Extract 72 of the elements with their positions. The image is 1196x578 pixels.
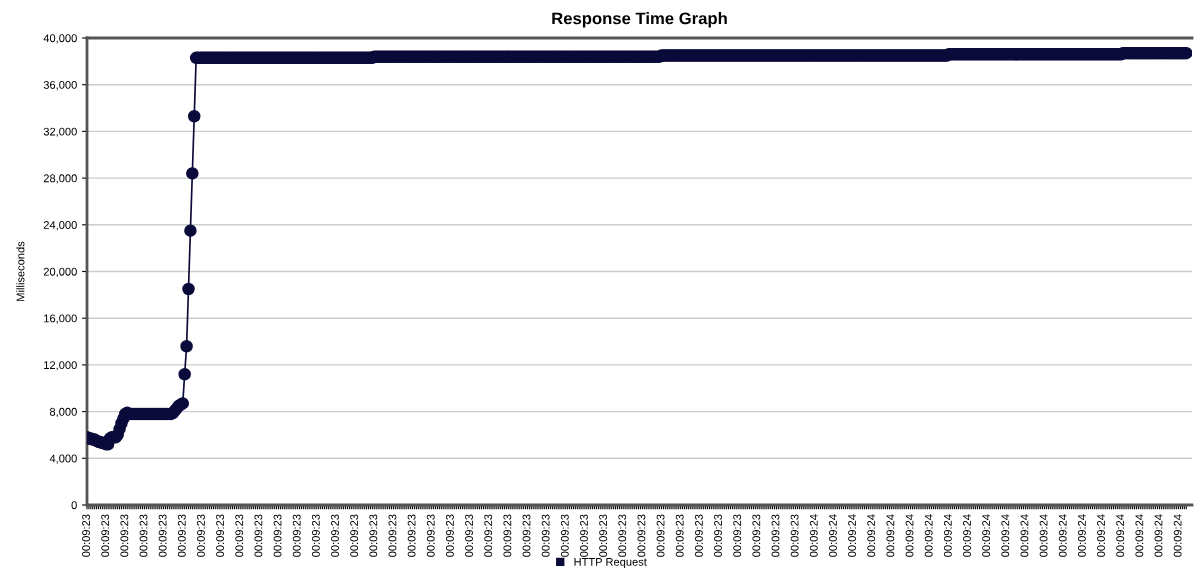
y-tick-label: 36,000 xyxy=(43,80,77,91)
x-tick-label: 00:09:24 xyxy=(1039,514,1048,557)
x-tick-label: 00:09:23 xyxy=(541,514,550,557)
x-tick-label: 00:09:23 xyxy=(407,514,416,557)
x-tick-label: 00:09:24 xyxy=(1116,514,1125,557)
y-tick-label: 0 xyxy=(71,501,77,510)
x-tick-label: 00:09:24 xyxy=(1097,514,1105,557)
x-tick-label: 00:09:24 xyxy=(1077,514,1086,557)
x-tick-label: 00:09:23 xyxy=(101,514,110,557)
x-tick-label: 00:09:23 xyxy=(790,514,799,557)
y-tick-label: 12,000 xyxy=(44,361,77,371)
x-tick-label: 00:09:24 xyxy=(809,514,818,557)
legend-label: HTTP Request xyxy=(574,558,647,568)
x-tick-label: 00:09:23 xyxy=(599,514,608,557)
x-tick-label: 00:09:24 xyxy=(1173,514,1182,557)
x-tick-label: 00:09:23 xyxy=(235,514,244,557)
y-tick-label: 16,000 xyxy=(44,314,77,324)
x-tick-label: 00:09:23 xyxy=(82,514,90,557)
x-tick-label: 00:09:23 xyxy=(656,514,665,557)
y-tick-label: 8,000 xyxy=(49,407,77,418)
x-tick-label: 00:09:24 xyxy=(867,514,876,557)
x-tick-label: 00:09:23 xyxy=(484,514,493,557)
x-tick-label: 00:09:23 xyxy=(503,514,512,557)
x-tick-label: 00:09:23 xyxy=(771,514,780,557)
x-tick-label: 00:09:23 xyxy=(273,514,282,557)
x-tick-label: 00:09:23 xyxy=(311,514,320,557)
x-tick-label: 00:09:23 xyxy=(637,514,646,557)
x-tick-label: 00:09:23 xyxy=(522,514,531,557)
x-tick-label: 00:09:24 xyxy=(1020,514,1029,557)
x-tick-label: 00:09:23 xyxy=(158,514,167,557)
y-tick-label: 4,000 xyxy=(49,454,77,464)
y-axis-title: Milliseconds xyxy=(16,241,25,301)
x-tick-label: 00:09:24 xyxy=(886,514,895,557)
x-tick-label: 00:09:24 xyxy=(848,514,857,557)
x-tick-label: 00:09:23 xyxy=(426,514,435,557)
x-tick-label: 00:09:24 xyxy=(963,514,971,557)
x-tick-label: 00:09:24 xyxy=(982,514,991,557)
x-tick-label: 00:09:24 xyxy=(924,514,933,557)
x-tick-label: 00:09:23 xyxy=(369,514,378,557)
x-tick-label: 00:09:23 xyxy=(120,514,129,557)
x-tick-label: 00:09:23 xyxy=(445,514,454,557)
y-tick-label: 28,000 xyxy=(43,174,77,184)
x-tick-label: 00:09:24 xyxy=(943,514,952,557)
x-tick-label: 00:09:23 xyxy=(388,514,397,557)
x-tick-label: 00:09:24 xyxy=(828,514,837,557)
x-tick-label: 00:09:23 xyxy=(694,514,703,557)
x-tick-label: 00:09:23 xyxy=(331,514,339,557)
x-tick-label: 00:09:24 xyxy=(905,514,914,557)
x-tick-label: 00:09:23 xyxy=(139,514,148,557)
x-tick-label: 00:09:23 xyxy=(560,514,569,557)
y-tick-label: 20,000 xyxy=(43,267,77,277)
x-tick-label: 00:09:23 xyxy=(197,514,205,557)
x-tick-label: 00:09:23 xyxy=(580,514,588,557)
x-tick-label: 00:09:23 xyxy=(733,514,742,557)
y-tick-label: 24,000 xyxy=(43,221,77,231)
x-tick-label: 00:09:23 xyxy=(752,514,761,557)
x-tick-label: 00:09:23 xyxy=(292,514,301,557)
x-tick-label: 00:09:23 xyxy=(714,514,722,557)
x-tick-label: 00:09:23 xyxy=(465,514,473,557)
x-tick-label: 00:09:23 xyxy=(675,514,684,557)
x-tick-label: 00:09:24 xyxy=(1058,514,1067,557)
x-tick-label: 00:09:24 xyxy=(1154,514,1163,557)
x-tick-label: 00:09:23 xyxy=(618,514,627,557)
x-tick-label: 00:09:23 xyxy=(177,514,186,557)
x-tick-label: 00:09:24 xyxy=(1001,514,1010,557)
x-tick-label: 00:09:23 xyxy=(254,514,263,557)
y-tick-label: 40,000 xyxy=(43,34,77,44)
y-tick-label: 32,000 xyxy=(43,127,77,137)
x-tick-label: 00:09:23 xyxy=(350,514,359,557)
x-tick-label: 00:09:24 xyxy=(1135,514,1144,557)
chart-title: Response Time Graph xyxy=(552,12,727,28)
x-tick-label: 00:09:23 xyxy=(216,514,225,557)
